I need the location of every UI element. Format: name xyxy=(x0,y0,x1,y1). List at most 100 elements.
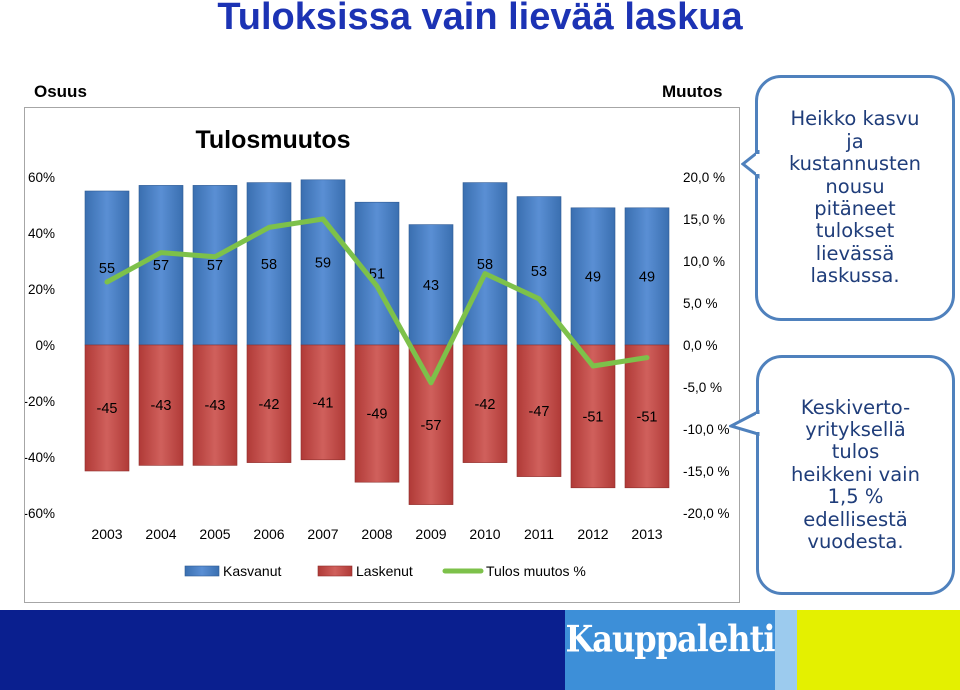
x-axis-tick: 2003 xyxy=(91,526,122,542)
bar-laskenut xyxy=(408,344,454,505)
x-axis-tick: 2013 xyxy=(631,526,662,542)
bar-laskenut xyxy=(138,344,184,466)
point-tulos-muutos xyxy=(428,380,434,385)
x-axis-tick: 2004 xyxy=(145,526,176,542)
bar-kasvanut xyxy=(246,182,292,346)
callout-bottom-tail xyxy=(729,410,760,437)
right-axis-tick: -20,0 % xyxy=(683,506,730,521)
chart-title: Tulosmuutos xyxy=(195,126,350,154)
callout-top: Heikko kasvu ja kustannusten nousu pitän… xyxy=(755,75,955,321)
callout-top-text: Heikko kasvu ja kustannusten nousu pitän… xyxy=(788,107,922,288)
data-label-kasvanut: 59 xyxy=(315,255,331,271)
bar-laskenut xyxy=(516,344,562,477)
data-label-kasvanut: 58 xyxy=(261,257,277,273)
x-axis-tick: 2011 xyxy=(524,526,554,542)
bar-laskenut xyxy=(246,344,292,463)
left-axis-caption: Osuus xyxy=(34,82,87,101)
right-axis-tick: 20,0 % xyxy=(683,170,725,185)
bar-laskenut xyxy=(570,344,616,489)
left-axis-tick: 20% xyxy=(28,282,55,297)
data-label-laskenut: -47 xyxy=(529,404,550,420)
data-label-kasvanut: 57 xyxy=(153,258,169,274)
point-tulos-muutos xyxy=(536,296,542,301)
data-label-kasvanut: 55 xyxy=(99,261,115,277)
bar-kasvanut xyxy=(300,179,346,346)
point-tulos-muutos xyxy=(212,254,218,259)
data-label-laskenut: -43 xyxy=(205,398,226,414)
right-axis-tick: 10,0 % xyxy=(683,254,725,269)
footer-stripe-yellow xyxy=(797,610,960,690)
bar-kasvanut xyxy=(192,185,238,346)
data-label-kasvanut: 57 xyxy=(207,258,223,274)
right-axis-tick: 5,0 % xyxy=(683,296,718,311)
callout-bottom: Keskiverto- yrityksellä tulos heikkeni v… xyxy=(756,355,955,595)
legend-swatch-kasvanut xyxy=(184,565,220,577)
legend-label-laskenut: Laskenut xyxy=(356,563,413,579)
logo-box xyxy=(565,610,775,690)
x-axis-tick: 2010 xyxy=(469,526,500,542)
bar-kasvanut xyxy=(354,201,400,346)
bar-kasvanut xyxy=(138,185,184,346)
right-axis-tick: -10,0 % xyxy=(683,422,730,437)
point-tulos-muutos xyxy=(266,225,272,230)
point-tulos-muutos xyxy=(104,279,110,285)
bar-laskenut xyxy=(84,344,130,472)
left-axis-tick: -40% xyxy=(25,450,55,465)
data-label-kasvanut: 49 xyxy=(585,269,601,285)
left-axis-tick: 0% xyxy=(35,338,55,353)
left-axis-tick: 40% xyxy=(28,226,55,241)
legend-label-kasvanut: Kasvanut xyxy=(223,563,281,579)
x-axis-tick: 2005 xyxy=(199,526,230,542)
data-label-kasvanut: 58 xyxy=(477,257,493,273)
bar-kasvanut xyxy=(624,207,670,346)
bar-laskenut xyxy=(354,344,400,483)
x-axis-tick: 2008 xyxy=(361,526,392,542)
point-tulos-muutos xyxy=(482,271,488,276)
chart-frame: Tulosmuutos -60% -40% -20% 0% 20% 40% 60% -20,0 … xyxy=(24,107,740,603)
right-axis-caption: Muutos xyxy=(662,82,723,101)
data-label-kasvanut: 53 xyxy=(531,264,547,280)
point-tulos-muutos xyxy=(158,250,164,255)
bar-kasvanut xyxy=(570,207,616,346)
data-label-laskenut: -57 xyxy=(421,418,442,434)
data-label-laskenut: -49 xyxy=(367,407,388,423)
data-label-laskenut: -42 xyxy=(259,397,280,413)
legend-label-tulos-muutos: Tulos muutos % xyxy=(486,563,586,579)
bar-kasvanut xyxy=(84,190,130,346)
right-axis-tick: -5,0 % xyxy=(683,380,722,395)
footer-stripe-light xyxy=(775,610,797,690)
x-axis-tick: 2009 xyxy=(415,526,446,542)
right-axis-tick: -15,0 % xyxy=(683,464,730,479)
bar-laskenut xyxy=(624,344,670,489)
data-label-laskenut: -43 xyxy=(151,398,172,414)
data-label-laskenut: -41 xyxy=(313,395,334,411)
legend-swatch-laskenut xyxy=(317,565,353,577)
left-axis-tick: -20% xyxy=(25,394,55,409)
data-label-kasvanut: 49 xyxy=(639,269,655,285)
bar-kasvanut xyxy=(462,182,508,346)
x-axis-tick: 2012 xyxy=(577,526,608,542)
bar-laskenut xyxy=(192,344,238,466)
kauppalehti-logo: Kauppalehti xyxy=(565,617,775,661)
point-tulos-muutos xyxy=(320,216,326,222)
right-axis-tick: 0,0 % xyxy=(683,338,718,353)
bar-laskenut xyxy=(462,344,508,463)
bar-laskenut xyxy=(300,344,346,461)
point-tulos-muutos xyxy=(590,363,596,369)
callout-bottom-text: Keskiverto- yrityksellä tulos heikkeni v… xyxy=(791,395,920,554)
right-axis-tick: 15,0 % xyxy=(683,212,725,227)
left-axis-tick: -60% xyxy=(25,506,55,521)
data-label-laskenut: -51 xyxy=(637,409,658,425)
x-axis-tick: 2007 xyxy=(307,526,338,542)
point-tulos-muutos xyxy=(374,284,380,289)
data-label-laskenut: -51 xyxy=(583,409,604,425)
slide-title: Tuloksissa vain lievää laskua xyxy=(217,0,743,38)
x-axis-tick: 2006 xyxy=(253,526,284,542)
left-axis-tick: 60% xyxy=(28,170,55,185)
data-label-laskenut: -42 xyxy=(475,397,496,413)
data-label-laskenut: -45 xyxy=(97,401,118,417)
callout-top-tail xyxy=(741,150,760,180)
data-label-kasvanut: 43 xyxy=(423,278,439,294)
tulosmuutos-chart: Tulosmuutos -60% -40% -20% 0% 20% 40% 60% -20,0 … xyxy=(25,126,730,579)
point-tulos-muutos xyxy=(644,355,650,360)
